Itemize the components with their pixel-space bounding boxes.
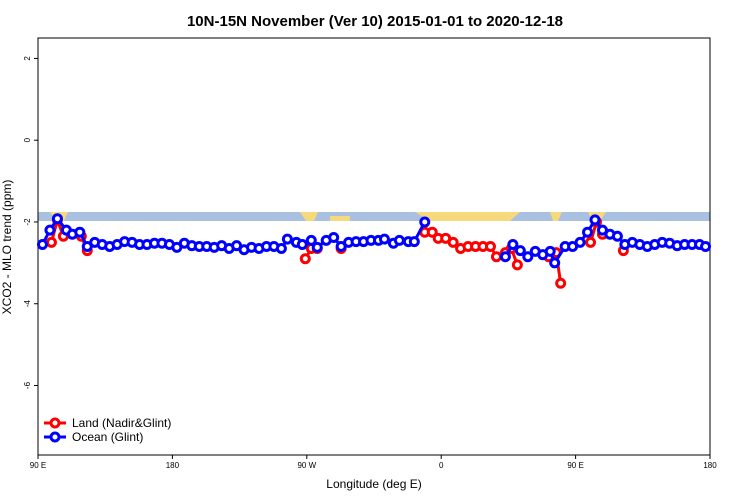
point [555,277,567,289]
point [574,236,586,248]
point [490,251,502,263]
land-strip [415,212,520,221]
point [611,230,623,242]
legend-marker [49,431,61,443]
point [51,213,63,225]
point [426,226,438,238]
point [44,224,56,236]
point [582,226,594,238]
land-strip [330,216,350,221]
x-tick-label: 0 [439,461,444,470]
point [281,233,293,245]
y-tick-label: -2 [23,218,32,226]
x-tick-label: 90 W [297,461,316,470]
point [484,241,496,252]
point [45,236,57,248]
point [507,238,519,250]
legend-label: Land (Nadir&Glint) [72,416,171,430]
y-axis-label: XCO2 - MLO trend (ppm) [0,180,14,315]
x-tick-label: 90 E [30,461,46,470]
point [511,259,523,271]
point [514,245,526,257]
chart-title: 10N-15N November (Ver 10) 2015-01-01 to … [187,13,563,30]
x-tick-label: 180 [703,461,717,470]
point [499,251,511,263]
y-tick-label: 0 [23,137,32,142]
point [299,253,311,265]
point [408,236,420,248]
point [305,234,317,246]
point [328,232,340,244]
point [275,243,287,255]
y-tick-label: -4 [23,300,32,308]
x-axis-label: Longitude (deg E) [326,477,421,491]
point [700,241,712,252]
point [419,216,431,228]
land-strip [300,212,318,221]
point [74,226,86,238]
x-tick-label: 180 [166,461,180,470]
ocean-strip [38,212,710,221]
point [36,238,48,250]
x-tick-label: 90 E [567,461,583,470]
point [589,214,601,226]
map-strip [38,212,710,221]
y-tick-label: 2 [23,56,32,61]
land-strip [550,212,562,221]
point [311,241,323,253]
point [522,251,534,263]
point [447,236,459,248]
point [296,238,308,250]
point [393,234,405,246]
point [549,257,561,269]
point [585,236,597,248]
legend-label: Ocean (Glint) [72,430,143,444]
point [544,245,556,257]
legend-marker [49,417,61,429]
point [378,233,390,245]
y-tick-label: -6 [23,381,32,389]
